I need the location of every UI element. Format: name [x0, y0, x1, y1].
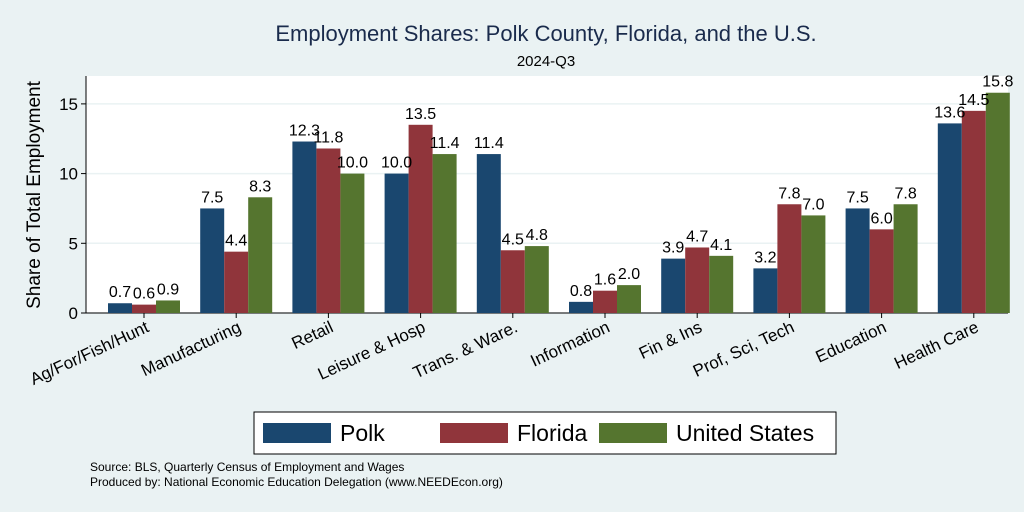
legend-swatch-polk: [263, 423, 331, 443]
bar-polk: [476, 154, 501, 313]
bar-united-states: [156, 300, 180, 313]
bar-value-label: 13.6: [934, 104, 965, 121]
x-tick-label: Ag/For/Fish/Hunt: [27, 317, 152, 389]
bar-florida: [961, 110, 986, 314]
bar-value-label: 0.8: [570, 283, 592, 300]
bar-polk: [845, 208, 870, 313]
bar-value-label: 11.4: [474, 135, 504, 152]
x-tick-label: Retail: [289, 317, 336, 353]
bar-florida: [777, 204, 802, 313]
bar-polk: [108, 303, 132, 313]
bar-value-label: 0.6: [133, 286, 155, 303]
bar-value-label: 15.8: [982, 74, 1013, 91]
produced-by-note: Produced by: National Economic Education…: [90, 475, 503, 489]
legend-label: United States: [676, 420, 814, 446]
bar-united-states: [432, 154, 457, 313]
bar-polk: [384, 173, 409, 313]
x-tick-label: Information: [528, 317, 613, 370]
bar-united-states: [248, 197, 273, 313]
bar-florida: [869, 229, 894, 313]
chart-subtitle: 2024-Q3: [517, 53, 575, 70]
bar-value-label: 1.6: [594, 272, 616, 289]
bar-florida: [132, 304, 156, 313]
bar-value-label: 12.3: [289, 123, 320, 140]
y-tick-label: 15: [59, 95, 78, 114]
bar-florida: [593, 290, 617, 313]
bar-value-label: 8.3: [249, 178, 271, 195]
y-tick-label: 10: [59, 165, 78, 184]
bar-florida: [500, 250, 525, 313]
bar-value-label: 4.8: [526, 227, 548, 244]
bar-value-label: 13.5: [405, 106, 436, 123]
y-axis-label: Share of Total Employment: [24, 80, 45, 308]
bar-polk: [292, 141, 317, 313]
bar-value-label: 7.8: [894, 185, 916, 202]
bar-united-states: [985, 92, 1010, 314]
bar-value-label: 4.5: [502, 231, 524, 248]
bar-value-label: 2.0: [618, 266, 640, 283]
bar-value-label: 10.0: [381, 155, 412, 172]
bar-united-states: [524, 246, 549, 313]
x-tick-label: Education: [813, 317, 890, 366]
bar-value-label: 14.5: [958, 92, 989, 109]
x-tick-label: Fin & Ins: [636, 317, 705, 363]
source-note: Source: BLS, Quarterly Census of Employm…: [90, 460, 405, 474]
bar-value-label: 4.7: [686, 228, 708, 245]
bar-value-label: 7.8: [778, 185, 800, 202]
legend-box: [253, 411, 837, 455]
legend-label: Florida: [517, 420, 588, 446]
legend: Polk Florida United States: [253, 411, 837, 455]
bar-value-label: 6.0: [870, 210, 892, 227]
legend-label: Polk: [340, 420, 385, 446]
bar-value-label: 7.5: [846, 189, 868, 206]
bar-united-states: [801, 215, 826, 313]
y-tick-label: 5: [69, 234, 78, 253]
bar-value-label: 4.4: [225, 233, 247, 250]
bar-polk: [200, 208, 225, 313]
bar-value-label: 7.0: [802, 196, 824, 213]
y-tick-label: 0: [69, 304, 78, 323]
bar-united-states: [893, 204, 918, 313]
bar-florida: [316, 148, 341, 313]
bar-united-states: [340, 173, 365, 313]
bar-florida: [685, 247, 710, 313]
bar-value-label: 10.0: [337, 155, 368, 172]
x-tick-label: Manufacturing: [138, 317, 244, 380]
bar-value-label: 3.2: [754, 249, 776, 266]
bar-value-label: 7.5: [201, 189, 223, 206]
bar-florida: [224, 251, 249, 313]
bar-value-label: 11.4: [430, 135, 460, 152]
legend-swatch-united-states: [599, 423, 667, 443]
bar-united-states: [617, 285, 641, 313]
bar-value-label: 3.9: [662, 240, 684, 257]
legend-swatch-florida: [440, 423, 508, 443]
x-tick-label: Prof, Sci, Tech: [690, 317, 797, 380]
bar-value-label: 0.7: [109, 284, 131, 301]
x-tick-label: Health Care: [891, 317, 981, 373]
bar-polk: [937, 123, 962, 314]
bar-polk: [661, 258, 686, 313]
bar-value-label: 0.9: [157, 281, 179, 298]
bar-value-label: 4.1: [710, 237, 732, 254]
bar-polk: [569, 301, 593, 313]
x-tick-label: Trans. & Ware.: [410, 317, 520, 382]
chart-title: Employment Shares: Polk County, Florida,…: [275, 21, 816, 46]
bar-polk: [753, 268, 778, 313]
bar-united-states: [709, 255, 734, 313]
bar-value-label: 11.8: [313, 129, 343, 146]
bar-florida: [408, 124, 433, 313]
